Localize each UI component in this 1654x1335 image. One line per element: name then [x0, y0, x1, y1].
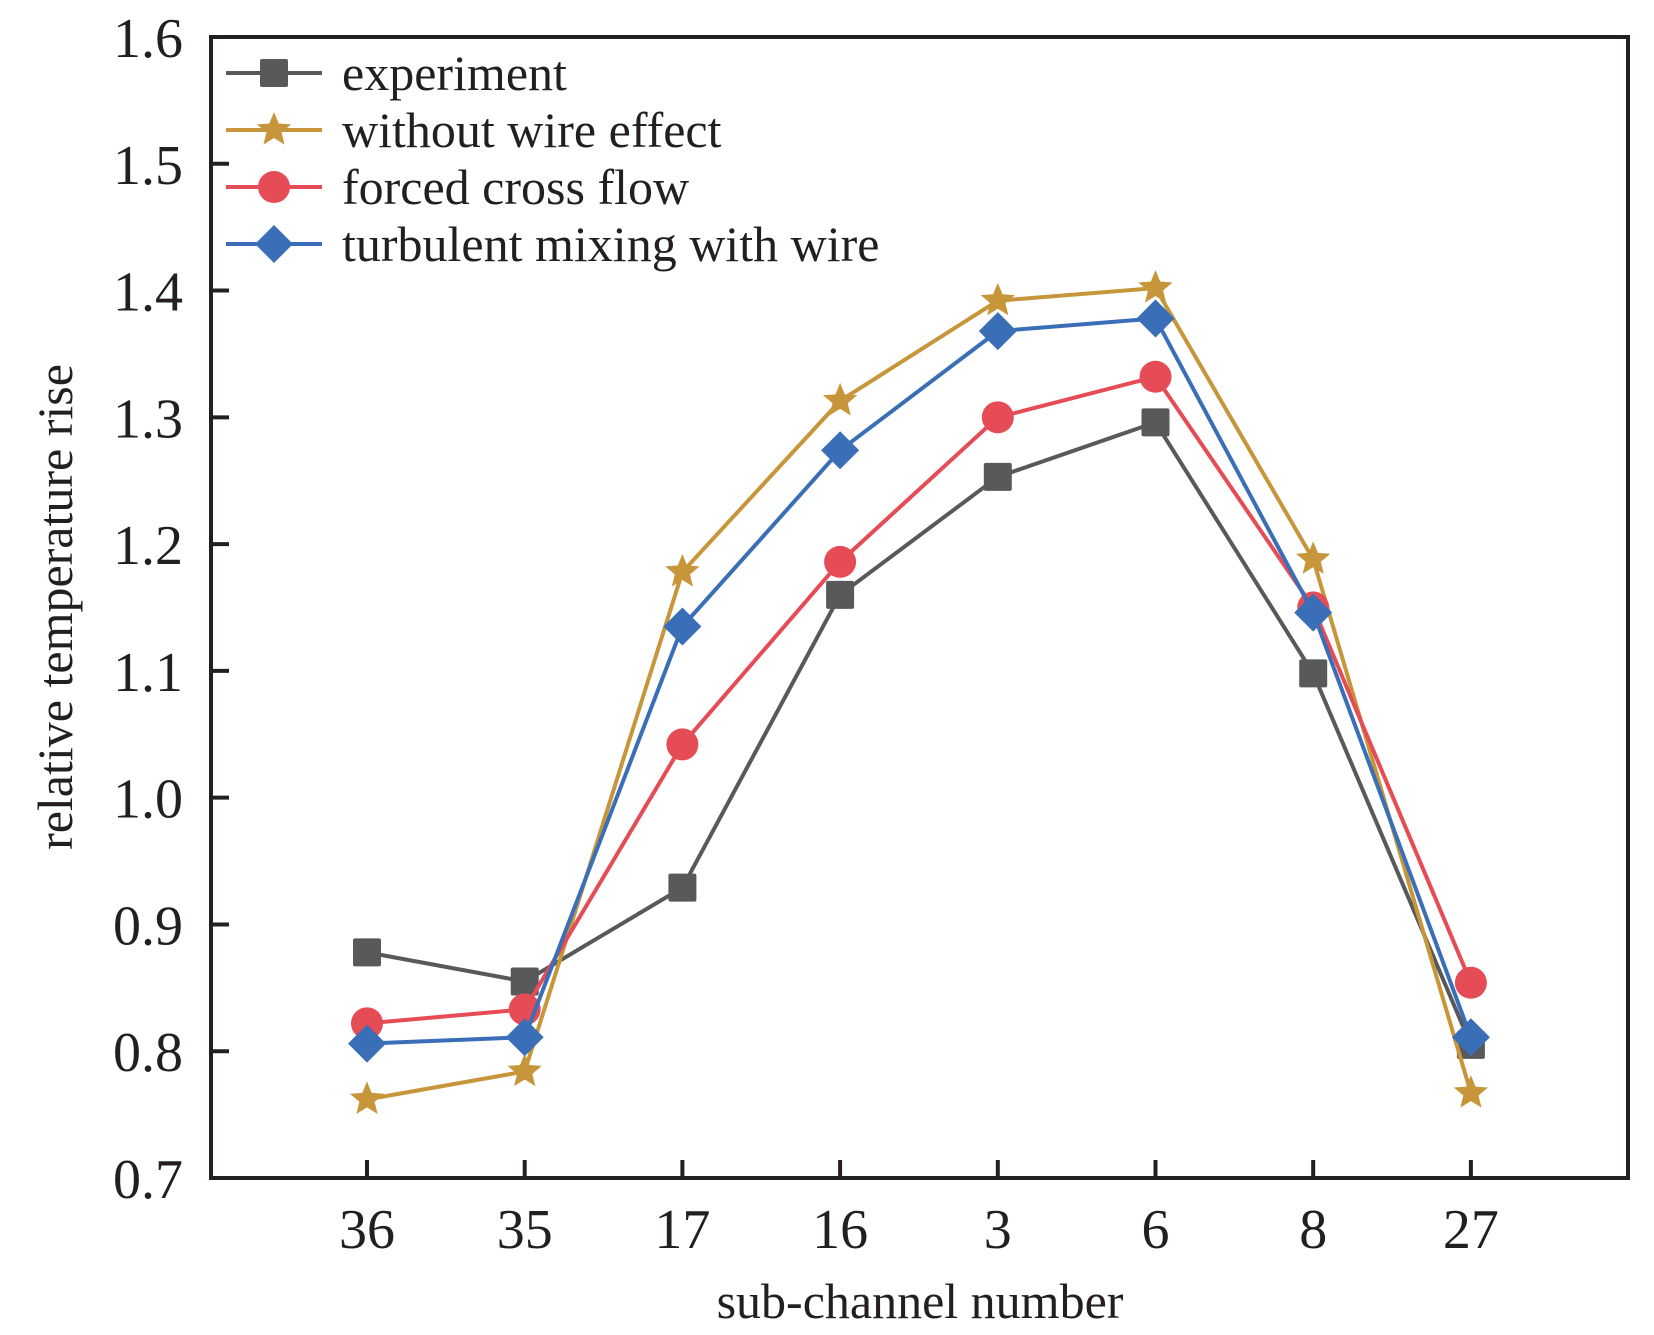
x-axis: 36 35 17 16 3 6 8 27 [339, 1160, 1499, 1261]
y-tick-label: 1.5 [113, 135, 183, 197]
series-line [366, 374, 1473, 1026]
y-tick-label: 1.2 [113, 515, 183, 577]
data-point [1296, 541, 1331, 574]
series-without-wire-effect [349, 270, 1488, 1114]
data-point [1136, 299, 1175, 338]
data-point [666, 728, 699, 761]
data-point [1294, 593, 1333, 632]
y-tick-label: 0.9 [113, 895, 183, 957]
legend-marker-circle-icon [258, 171, 290, 203]
x-tick-label: 6 [1142, 1199, 1170, 1261]
data-point [1139, 360, 1172, 393]
legend-marker-diamond-icon [255, 225, 293, 263]
legend-item: without wire effect [226, 102, 722, 158]
data-point [823, 382, 858, 416]
data-point [668, 873, 697, 902]
legend-item: turbulent mixing with wire [226, 216, 879, 272]
x-tick-label: 35 [497, 1199, 553, 1261]
y-tick-label: 1.6 [113, 8, 183, 70]
x-tick-label: 27 [1443, 1199, 1499, 1261]
legend-label: without wire effect [342, 102, 722, 158]
data-point [663, 607, 702, 646]
data-point [348, 1024, 386, 1063]
y-tick-label: 1.4 [113, 262, 183, 324]
data-point [1138, 270, 1173, 303]
data-point [980, 282, 1015, 316]
data-point [1299, 659, 1328, 688]
data-point [505, 1018, 544, 1057]
data-point [510, 967, 539, 996]
plot-frame [209, 35, 1630, 1180]
data-point [983, 462, 1012, 491]
data-point [978, 312, 1017, 351]
x-tick-label: 16 [812, 1199, 868, 1261]
y-tick-label: 1.0 [113, 769, 183, 831]
x-tick-label: 36 [339, 1199, 395, 1261]
data-point [351, 1007, 383, 1040]
legend-label: turbulent mixing with wire [342, 216, 879, 272]
y-axis-title: relative temperature rise [27, 364, 83, 850]
data-point [824, 545, 857, 578]
y-tick-label: 0.7 [113, 1149, 183, 1211]
data-point [826, 580, 855, 609]
x-tick-label: 8 [1299, 1199, 1327, 1261]
legend-label: experiment [342, 45, 567, 101]
y-tick-label: 1.1 [113, 642, 183, 704]
x-axis-title: sub-channel number [717, 1273, 1124, 1329]
data-point [353, 938, 381, 967]
data-point [507, 1053, 542, 1087]
series-layer [348, 270, 1490, 1114]
series-line [366, 420, 1473, 1046]
x-tick-label: 3 [984, 1199, 1012, 1261]
legend-marker-square-icon [260, 59, 288, 87]
y-tick-label: 1.3 [113, 388, 183, 450]
legend-item: forced cross flow [226, 159, 689, 215]
data-point [1451, 1018, 1490, 1057]
legend-item: experiment [226, 45, 567, 101]
data-point [821, 431, 860, 470]
series-line [366, 316, 1473, 1046]
series-forced-cross-flow [351, 360, 1487, 1040]
x-tick-label: 17 [654, 1199, 710, 1261]
y-tick-label: 0.8 [113, 1022, 183, 1084]
data-point [349, 1081, 385, 1114]
legend-label: forced cross flow [342, 159, 689, 215]
series-line [366, 286, 1473, 1102]
series-experiment [353, 408, 1485, 1059]
y-axis: 0.7 0.8 0.9 1.0 1.1 1.2 1.3 1.4 1.5 1.6 [113, 8, 229, 1211]
series-turbulent-mixing-with-wire [348, 299, 1490, 1063]
legend-marker-star-icon [256, 112, 292, 145]
data-point [1454, 966, 1487, 999]
data-point [981, 401, 1014, 434]
data-point [665, 554, 700, 587]
data-point [1141, 408, 1170, 437]
data-point [1453, 1075, 1488, 1108]
